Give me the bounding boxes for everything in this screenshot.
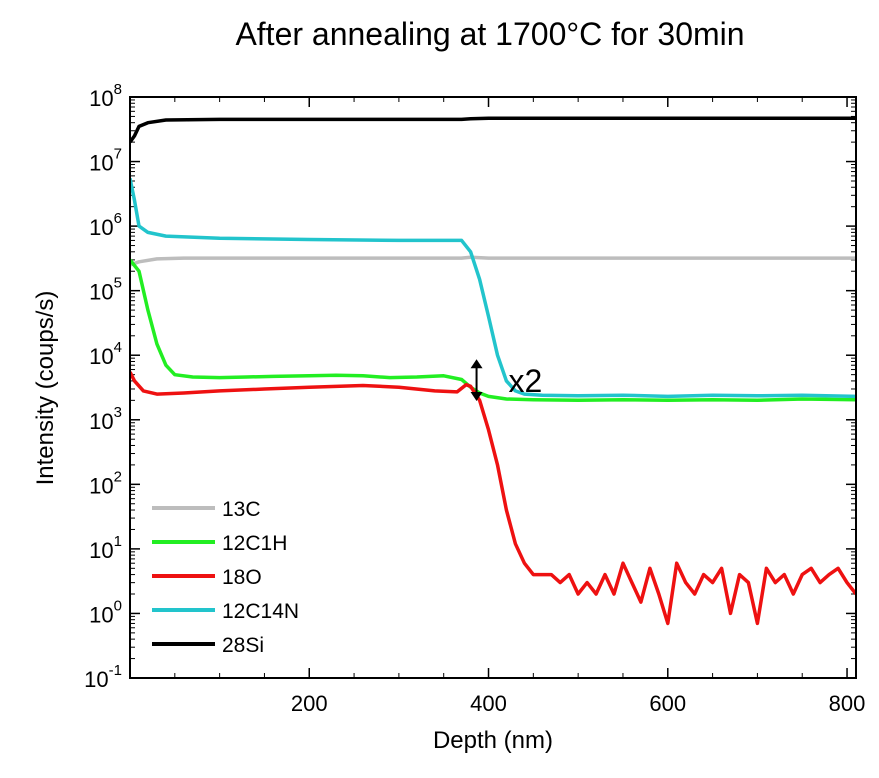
y-tick-label: 100	[89, 597, 122, 627]
series-line-12C14N	[130, 177, 856, 399]
annotation-text: x2	[509, 363, 543, 399]
x-tick-label: 200	[291, 691, 328, 716]
x-axis-tick-labels: 200 400 600 800	[291, 691, 865, 716]
legend-label-12C1H: 12C1H	[222, 532, 287, 555]
y-axis-ticks	[130, 96, 856, 679]
legend-label-18O: 18O	[222, 566, 262, 589]
series-line-13C	[130, 255, 856, 267]
plot-frame	[129, 96, 857, 679]
y-axis-tick-labels: 10-1 100 101 102 103 104 105 106 107 108	[84, 81, 122, 692]
series-lines	[130, 116, 856, 626]
y-tick-label: 10-1	[84, 662, 122, 692]
series-line-12C1H	[130, 258, 856, 403]
y-tick-label: 105	[89, 275, 122, 305]
arrow-head-up	[470, 359, 483, 369]
x-tick-label: 800	[829, 691, 866, 716]
x2-annotation: x2	[470, 359, 543, 401]
x-axis-title: Depth (nm)	[433, 727, 553, 754]
legend-label-13C: 13C	[222, 498, 261, 521]
arrow-head-down	[470, 391, 483, 401]
y-tick-label: 103	[89, 404, 122, 434]
y-tick-label: 101	[89, 533, 122, 563]
y-tick-label: 102	[89, 468, 122, 498]
x-tick-label: 400	[470, 691, 507, 716]
series-line-18O	[130, 371, 856, 626]
y-tick-label: 107	[89, 146, 122, 176]
y-tick-label: 108	[89, 81, 122, 111]
legend-label-12C14N: 12C14N	[222, 600, 299, 623]
series-line-28Si	[130, 116, 856, 144]
legend: 13C 12C1H 18O 12C14N 28Si	[152, 498, 299, 657]
y-tick-label: 104	[89, 339, 122, 369]
y-tick-label: 106	[89, 210, 122, 240]
x-tick-label: 600	[649, 691, 686, 716]
chart-title: After annealing at 1700°C for 30min	[235, 16, 744, 52]
y-axis-title: Intensity (coups/s)	[32, 291, 59, 486]
legend-label-28Si: 28Si	[222, 634, 264, 657]
